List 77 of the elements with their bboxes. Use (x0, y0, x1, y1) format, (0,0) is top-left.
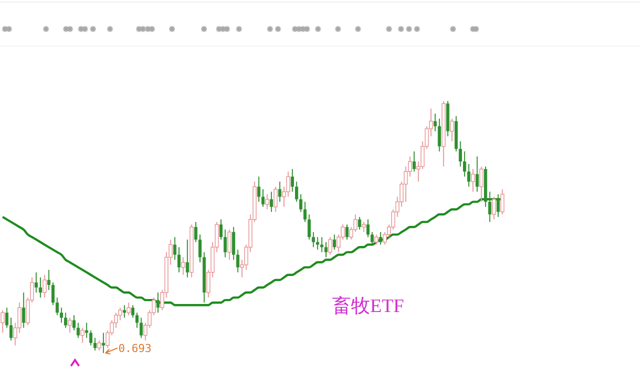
candlestick (80, 327, 84, 344)
candlestick (60, 307, 63, 324)
candlestick (89, 330, 92, 346)
candlestick (131, 304, 134, 318)
candlestick (332, 234, 336, 250)
candlestick (232, 226, 236, 260)
candlestick (38, 276, 42, 298)
candlestick (93, 337, 97, 351)
candlestick (308, 214, 311, 240)
candlestick (140, 317, 143, 338)
candlestick (51, 282, 55, 306)
candlestick (173, 236, 176, 260)
annotation: 0.693 (118, 342, 152, 355)
candlestick (177, 246, 181, 273)
candlestick (102, 332, 105, 354)
candlestick (290, 168, 294, 192)
candlestick (278, 181, 282, 202)
candlestick (56, 297, 59, 316)
candlestick (47, 269, 50, 290)
candlestick (299, 194, 302, 212)
candlestick (488, 191, 492, 222)
candlestick (219, 218, 223, 240)
candlestick (312, 232, 315, 248)
candlestick (135, 312, 139, 328)
candlestick (261, 188, 265, 208)
candlestick (479, 166, 484, 202)
candlestick (22, 292, 26, 328)
candlestick (72, 314, 76, 331)
candlestick (450, 118, 454, 142)
candlestick (303, 201, 307, 222)
candlestick (64, 312, 68, 328)
candlestick (320, 236, 324, 253)
candlestick (370, 232, 374, 246)
candlestick (412, 150, 416, 172)
candlestick (97, 340, 102, 351)
candlestick (379, 232, 382, 246)
candlestick (181, 256, 186, 276)
candlestick (362, 221, 366, 233)
candlestick (324, 242, 328, 258)
text: 畜牧ETF (332, 295, 404, 317)
candlestick (76, 322, 80, 338)
candlestick (345, 224, 349, 240)
candlestick (496, 194, 500, 218)
candlestick (500, 188, 504, 215)
candlestick (328, 236, 332, 256)
candlestick (295, 181, 298, 202)
candlestick (265, 194, 270, 210)
candlestick (85, 322, 88, 338)
candlestick (316, 236, 320, 250)
candlestick (68, 317, 72, 334)
candlestick (434, 113, 437, 132)
candlestick (374, 234, 378, 246)
candlestick (42, 274, 47, 298)
candlestick (194, 221, 198, 243)
candlestick (224, 229, 227, 258)
candlestick (366, 218, 370, 238)
candlestick (492, 196, 496, 220)
candlestick (236, 249, 240, 273)
candlestick (257, 176, 260, 202)
candlestick (471, 168, 475, 192)
candlestick (476, 156, 479, 192)
candlestick (198, 234, 202, 263)
candlestick (270, 191, 273, 212)
candlestick (9, 317, 13, 341)
candlestick (358, 216, 362, 230)
candlestick (463, 150, 466, 178)
candlestick (458, 140, 462, 168)
candlestick (126, 302, 131, 316)
candlestick (5, 307, 8, 328)
candlestick (227, 229, 232, 260)
candlestick (156, 292, 160, 314)
candlestick (122, 304, 126, 318)
candlestick (274, 186, 278, 212)
candlestick (438, 118, 441, 152)
candlestick (467, 164, 470, 188)
candlestick (34, 272, 38, 294)
candlestick (186, 239, 189, 278)
